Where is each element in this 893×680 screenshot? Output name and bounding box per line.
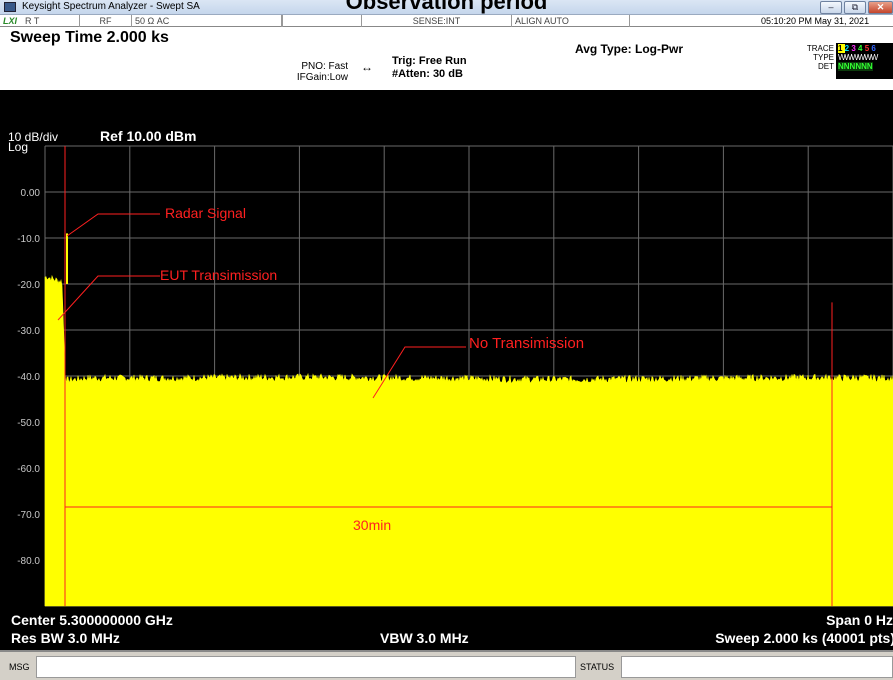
pno-label: PNO: Fast (301, 61, 348, 72)
minimize-button[interactable]: – (820, 1, 842, 14)
det-value: NNNNNN (838, 62, 873, 71)
trigger-label: Trig: Free Run (392, 55, 467, 67)
trace-digit-2: 2 (844, 44, 852, 53)
sweep-time-title[interactable]: Sweep Time 2.000 ks (10, 29, 169, 46)
spectrum-plot: 0.00 -10.0 -20.0 -30.0 -40.0 -50.0 -60.0 -70.0 -… (17, 145, 893, 607)
title-bar: Keysight Spectrum Analyzer - Swept SA – … (0, 0, 893, 15)
trace-digit-4: 4 (858, 44, 865, 53)
span-label[interactable]: Span 0 Hz (826, 612, 893, 628)
y-tick-label: -80.0 (17, 556, 40, 567)
avg-type-label: Avg Type: Log-Pwr (575, 42, 683, 56)
msg-field (36, 656, 576, 678)
y-tick-label: -70.0 (17, 510, 40, 521)
y-tick-label: -10.0 (17, 234, 40, 245)
datetime: 05:10:20 PM May 31, 2021 (761, 16, 870, 26)
trace-digit-3: 3 (851, 44, 859, 53)
align-indicator: ALIGN AUTO (512, 15, 630, 27)
det-label: DET (798, 62, 836, 71)
type-label: TYPE (798, 53, 836, 62)
y-tick-label: -30.0 (17, 326, 40, 337)
trace-line (44, 274, 893, 607)
app-icon (4, 2, 16, 12)
center-frequency[interactable]: Center 5.300000000 GHz (11, 612, 173, 628)
atten-label: #Atten: 30 dB (392, 68, 463, 80)
y-tick-label: 0.00 (21, 188, 41, 199)
radar-leader (66, 213, 160, 237)
trace-digit-6: 6 (871, 44, 876, 53)
trace-indicator: TRACE 1 2 3 4 5 6 TYPE WWWWWW DET NNNNNN (798, 43, 893, 79)
rf-indicator: RF (80, 15, 132, 27)
trace-digits: 1 2 3 4 5 6 (838, 44, 876, 53)
y-tick-label: -20.0 (17, 280, 40, 291)
no-tx-leader (372, 346, 466, 399)
window-title: Keysight Spectrum Analyzer - Swept SA (22, 1, 200, 12)
trace-digit-1: 1 (838, 44, 845, 53)
measurement-footer: Center 5.300000000 GHz Span 0 Hz Res BW … (0, 608, 893, 650)
y-tick-label: -50.0 (17, 418, 40, 429)
ref-level-label: Ref 10.00 dBm (100, 128, 197, 144)
sense-indicator: SENSE:INT (362, 15, 512, 27)
message-bar: MSG STATUS (0, 650, 893, 680)
sweep-label[interactable]: Sweep 2.000 ks (40001 pts) (715, 630, 893, 646)
trace-digit-5: 5 (864, 44, 872, 53)
log-label: Log (8, 140, 29, 154)
ifgain-label: IFGain:Low (296, 72, 348, 83)
eut-leader (57, 275, 160, 321)
restore-button[interactable]: ⧉ (844, 1, 866, 14)
duration-label: 30min (353, 517, 391, 533)
status-label: STATUS (580, 662, 615, 672)
radar-signal-label: Radar Signal (165, 205, 246, 221)
eut-transmission-label: EUT Transimission (160, 267, 277, 283)
msg-label: MSG (9, 662, 30, 672)
lxi-icon: LXI (3, 16, 18, 26)
rt-indicator: R T (22, 15, 80, 27)
impedance-indicator: 50 Ω AC (132, 15, 282, 27)
trace-label: TRACE (798, 44, 836, 53)
y-tick-label: -60.0 (17, 464, 40, 475)
rbw-label[interactable]: Res BW 3.0 MHz (11, 630, 120, 646)
vbw-label[interactable]: VBW 3.0 MHz (380, 630, 469, 646)
trigger-arrow-icon: ↔ (361, 60, 373, 74)
scale-label: 10 dB/div (8, 130, 59, 144)
header-panel (0, 44, 338, 90)
no-transmission-label: No Transimission (469, 335, 584, 352)
instrument-status-bar: LXI R T RF 50 Ω AC SENSE:INT ALIGN AUTO … (0, 15, 893, 27)
observation-caption: Observation period (345, 0, 548, 14)
type-value: WWWWWW (838, 53, 878, 62)
y-tick-label: -40.0 (17, 372, 40, 383)
spectrum-display: 10 dB/div Log Ref 10.00 dBm 0.00 -10.0 -20… (0, 90, 893, 608)
status-field (621, 656, 893, 678)
